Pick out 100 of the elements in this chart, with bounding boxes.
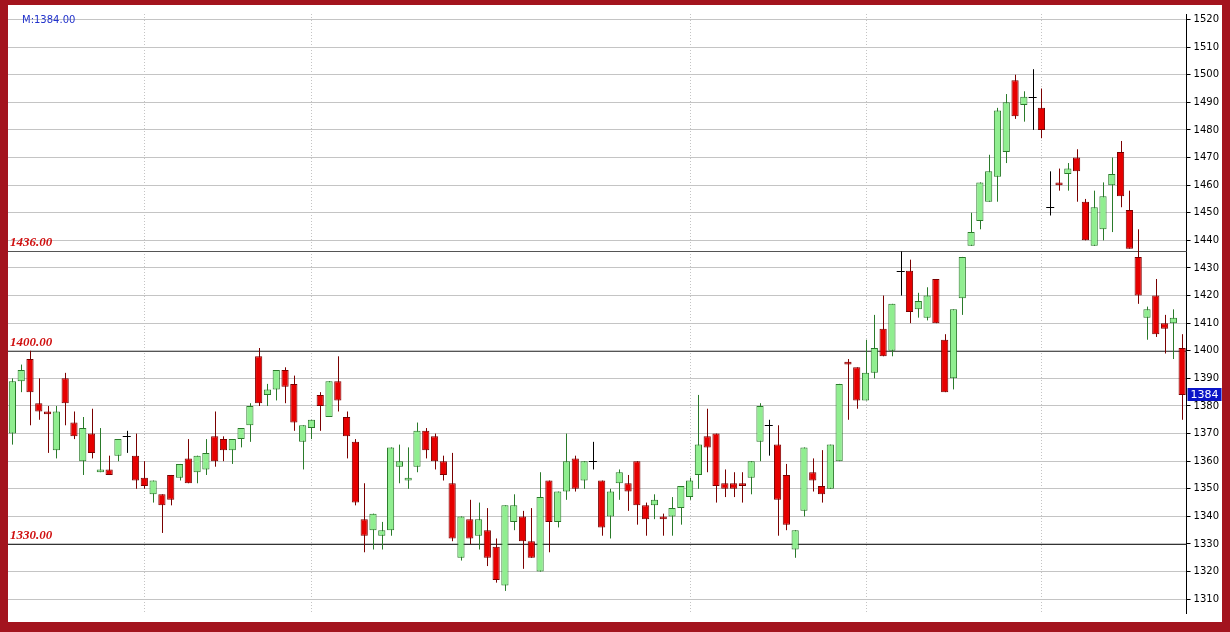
- candlestick: [791, 529, 799, 559]
- y-tick-label: 1330: [1193, 537, 1219, 549]
- candlestick: [624, 474, 632, 512]
- ref-line-label: 1400.00: [10, 334, 53, 350]
- candlestick: [1160, 314, 1169, 355]
- candlestick: [764, 419, 774, 457]
- candlestick: [131, 433, 140, 490]
- candlestick: [914, 292, 922, 319]
- candlestick: [817, 449, 826, 504]
- candlestick: [738, 471, 746, 504]
- annotation: M:1384.00: [22, 13, 76, 25]
- y-tick-label: 1440: [1193, 233, 1219, 245]
- candlestick: [202, 438, 210, 476]
- candlestick: [96, 427, 104, 473]
- candlestick: [703, 408, 711, 473]
- candlestick: [642, 502, 650, 537]
- candlestick: [70, 410, 78, 440]
- candlestick: [466, 499, 474, 545]
- candlestick: [659, 513, 667, 537]
- candlestick: [237, 427, 245, 448]
- candlestick: [1020, 90, 1028, 123]
- candlestick: [17, 364, 25, 393]
- candlestick: [272, 369, 280, 401]
- candlestick: [510, 493, 518, 531]
- y-tick-label: 1400: [1193, 344, 1219, 356]
- candlestick: [729, 471, 738, 498]
- candlestick: [439, 455, 447, 481]
- candlestick: [395, 444, 403, 484]
- y-tick-label: 1470: [1193, 151, 1219, 163]
- annotation: 1384: [1190, 387, 1219, 401]
- candlestick: [61, 372, 69, 426]
- y-tick-label: 1500: [1193, 68, 1219, 80]
- candlestick: [360, 482, 368, 553]
- candlestick: [343, 410, 351, 459]
- y-tick-label: 1360: [1193, 454, 1219, 466]
- candlestick: [1143, 306, 1151, 341]
- y-tick-label: 1380: [1193, 399, 1219, 411]
- candlestick: [1108, 157, 1116, 233]
- candlestick: [923, 286, 931, 321]
- candlestick: [105, 455, 113, 476]
- y-tick-label: 1370: [1193, 427, 1219, 439]
- candlestick: [1037, 88, 1046, 139]
- y-tick-label: 1450: [1193, 206, 1219, 218]
- candlestick: [1055, 168, 1063, 192]
- candlestick: [378, 521, 386, 551]
- candlestick: [167, 474, 175, 506]
- candlestick: [184, 438, 192, 484]
- y-tick-label: 1510: [1193, 40, 1219, 52]
- candlestick: [43, 405, 52, 454]
- candlestick: [527, 507, 535, 559]
- ref-line-label: 1436.00: [10, 234, 53, 250]
- candlestick: [747, 460, 755, 495]
- candlestick: [677, 485, 685, 526]
- candlestick: [588, 441, 598, 470]
- candlestick: [140, 460, 148, 490]
- y-tick-label: 1460: [1193, 178, 1219, 190]
- candlestick: [299, 424, 307, 470]
- candlestick: [422, 427, 430, 459]
- candlestick: [281, 366, 289, 404]
- y-tick-label: 1340: [1193, 509, 1219, 521]
- y-tick-label: 1320: [1193, 565, 1219, 577]
- candlestick: [474, 502, 483, 551]
- candlestick: [316, 391, 324, 432]
- y-tick-label: 1480: [1193, 123, 1219, 135]
- candlestick: [193, 455, 201, 484]
- candlestick: [721, 468, 729, 498]
- candlestick: [809, 457, 817, 493]
- ref-line-label: 1330.00: [10, 527, 53, 543]
- candlestick: [686, 477, 694, 501]
- candlestick: [896, 250, 906, 297]
- candlestick: [219, 435, 228, 462]
- candlestick: [246, 402, 254, 443]
- candlestick: [967, 212, 975, 247]
- y-tick-label: 1520: [1193, 13, 1219, 25]
- y-tick-label: 1410: [1193, 316, 1219, 328]
- candlestick: [580, 460, 588, 490]
- candlestick: [404, 446, 412, 490]
- candlestick: [870, 314, 878, 379]
- y-tick-label: 1310: [1193, 592, 1219, 604]
- y-tick-label: 1430: [1193, 261, 1219, 273]
- candlestick: [606, 488, 615, 539]
- candlestick: [228, 438, 236, 465]
- y-tick-label: 1490: [1193, 95, 1219, 107]
- candlestick: [1028, 68, 1038, 131]
- candlestick: [122, 430, 132, 454]
- y-tick-label: 1390: [1193, 371, 1219, 383]
- candlestick: [263, 383, 272, 407]
- candlestick: [87, 408, 96, 459]
- candlestick: [615, 468, 623, 501]
- candlestick: [334, 355, 342, 412]
- candlestick: [158, 493, 166, 534]
- candlestick: [518, 510, 527, 570]
- y-tick-label: 1420: [1193, 289, 1219, 301]
- y-tick-label: 1350: [1193, 482, 1219, 494]
- candlestick: [668, 496, 676, 537]
- candlestick: [114, 438, 122, 462]
- candlestick: [35, 377, 43, 421]
- candlestick: [1045, 170, 1055, 217]
- candlestick: [369, 513, 377, 551]
- candlestick: [430, 433, 439, 470]
